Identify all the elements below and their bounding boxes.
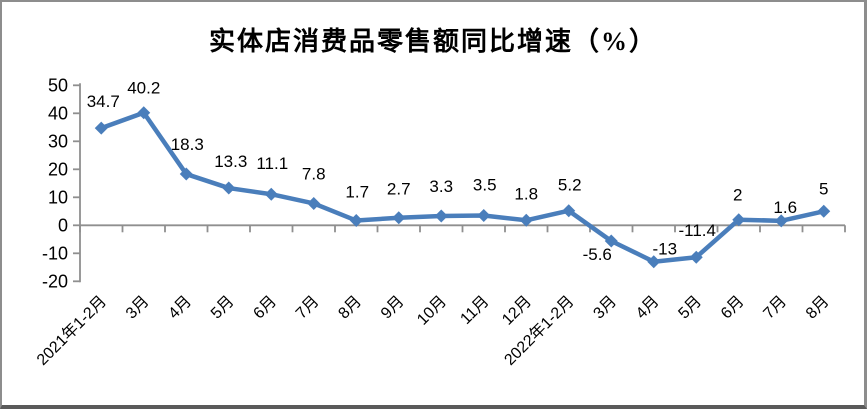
data-point-marker bbox=[689, 250, 703, 264]
data-point-label: 18.3 bbox=[171, 135, 204, 154]
data-point-label: -13 bbox=[652, 240, 677, 259]
y-axis-tick-label: 0 bbox=[58, 215, 68, 235]
data-point-label: 1.7 bbox=[345, 183, 369, 202]
x-axis-tick-label: 10月 bbox=[414, 293, 450, 329]
data-point-label: 5.2 bbox=[558, 176, 582, 195]
data-point-marker bbox=[519, 213, 533, 227]
data-point-marker bbox=[349, 214, 363, 228]
data-point-marker bbox=[179, 167, 193, 181]
x-axis-tick-label: 6月 bbox=[250, 293, 280, 323]
x-axis-tick-label: 9月 bbox=[378, 293, 408, 323]
x-axis-tick-label: 4月 bbox=[165, 293, 195, 323]
data-point-label: 3.5 bbox=[473, 176, 497, 195]
data-point-marker bbox=[392, 211, 406, 225]
data-point-marker bbox=[647, 255, 661, 269]
x-axis-tick-label: 5月 bbox=[675, 293, 705, 323]
data-point-marker bbox=[222, 181, 236, 195]
data-point-label: 2.7 bbox=[387, 180, 411, 199]
x-axis-tick-label: 3月 bbox=[123, 293, 153, 323]
data-point-marker bbox=[774, 214, 788, 228]
data-point-marker bbox=[307, 196, 321, 210]
y-axis-tick-label: -10 bbox=[42, 243, 68, 263]
x-axis-tick-label: 12月 bbox=[499, 293, 535, 329]
data-point-marker bbox=[137, 106, 151, 120]
data-point-marker bbox=[732, 213, 746, 227]
x-axis-tick-label: 7月 bbox=[760, 293, 790, 323]
x-axis-tick-label: 8月 bbox=[803, 293, 833, 323]
y-axis-tick-label: 50 bbox=[48, 75, 68, 95]
data-point-marker bbox=[604, 234, 618, 248]
data-point-label: 3.3 bbox=[429, 177, 453, 196]
data-point-label: -5.6 bbox=[583, 245, 612, 264]
data-point-label: 1.6 bbox=[773, 198, 797, 217]
data-point-label: 13.3 bbox=[214, 152, 247, 171]
y-axis-tick-label: 30 bbox=[48, 131, 68, 151]
data-point-label: 7.8 bbox=[302, 164, 326, 183]
data-point-label: 5 bbox=[819, 179, 828, 198]
x-axis-tick-label: 11月 bbox=[457, 293, 492, 328]
data-point-label: 34.7 bbox=[87, 92, 120, 111]
chart-title: 实体店消费品零售额同比增速（%） bbox=[208, 27, 657, 56]
data-point-marker bbox=[94, 121, 108, 135]
y-axis-tick-label: -20 bbox=[42, 271, 68, 291]
data-point-marker bbox=[477, 209, 491, 222]
x-axis-tick-label: 2021年1-2月 bbox=[33, 292, 110, 369]
data-point-marker bbox=[817, 204, 831, 218]
data-line bbox=[99, 110, 826, 264]
x-axis-tick-label: 7月 bbox=[293, 293, 323, 323]
data-point-marker bbox=[562, 204, 576, 218]
data-point-marker bbox=[434, 209, 448, 223]
y-axis-tick-label: 20 bbox=[48, 159, 68, 179]
data-point-label: 2 bbox=[733, 186, 742, 205]
x-axis-tick-label: 3月 bbox=[590, 293, 620, 323]
y-axis-tick-label: 10 bbox=[48, 187, 68, 207]
data-point-label: 1.8 bbox=[514, 184, 538, 203]
x-axis-tick-label: 8月 bbox=[335, 293, 365, 323]
data-point-marker bbox=[264, 187, 278, 201]
y-axis-tick-label: 40 bbox=[48, 103, 68, 123]
data-point-label: 11.1 bbox=[256, 154, 288, 173]
x-axis-tick-label: 5月 bbox=[208, 293, 238, 323]
x-axis-tick-label: 6月 bbox=[718, 293, 748, 323]
data-point-label: 40.2 bbox=[127, 79, 160, 98]
x-axis-tick-label: 4月 bbox=[633, 293, 663, 323]
data-point-label: -11.4 bbox=[679, 221, 717, 240]
